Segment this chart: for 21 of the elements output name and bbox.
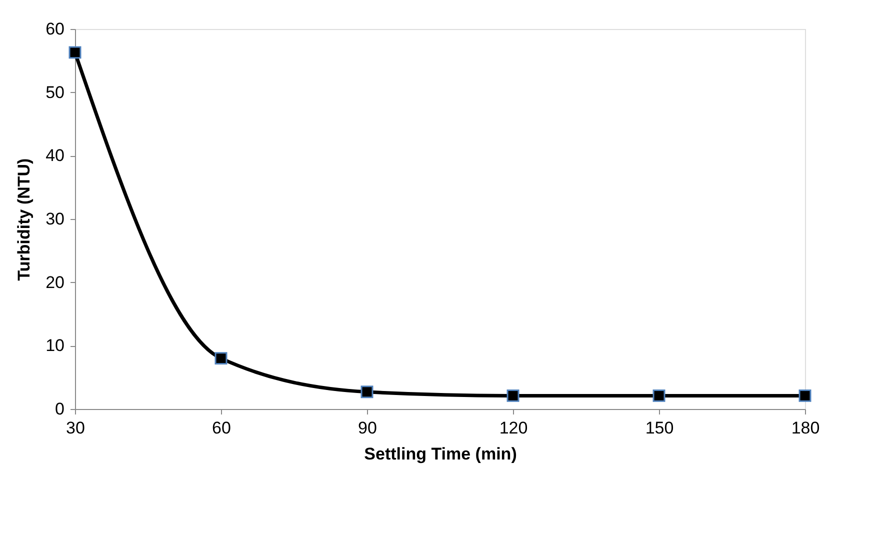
y-axis-title: Turbidity (NTU) <box>14 158 34 281</box>
x-tick-label: 90 <box>358 418 377 438</box>
point <box>506 389 520 402</box>
point <box>68 46 82 59</box>
point <box>360 386 374 398</box>
y-tick-label: 30 <box>46 210 64 228</box>
y-tick-label: 10 <box>46 336 64 356</box>
y-tick-label: 40 <box>46 146 64 166</box>
x-tick-label: 180 <box>791 418 820 438</box>
x-axis-title: Settling Time (min) <box>364 444 517 464</box>
y-tick-label: 20 <box>46 272 64 292</box>
x-tick-label: 150 <box>645 418 674 438</box>
point <box>652 389 666 402</box>
point <box>798 389 812 402</box>
x-tick-label: 60 <box>212 418 231 438</box>
x-tick-label: 30 <box>66 418 85 438</box>
y-tick-label: 0 <box>55 400 64 418</box>
point <box>214 352 228 365</box>
x-tick-label: 120 <box>499 418 528 438</box>
y-tick-label: 60 <box>46 20 64 38</box>
y-tick-label: 50 <box>46 82 64 102</box>
